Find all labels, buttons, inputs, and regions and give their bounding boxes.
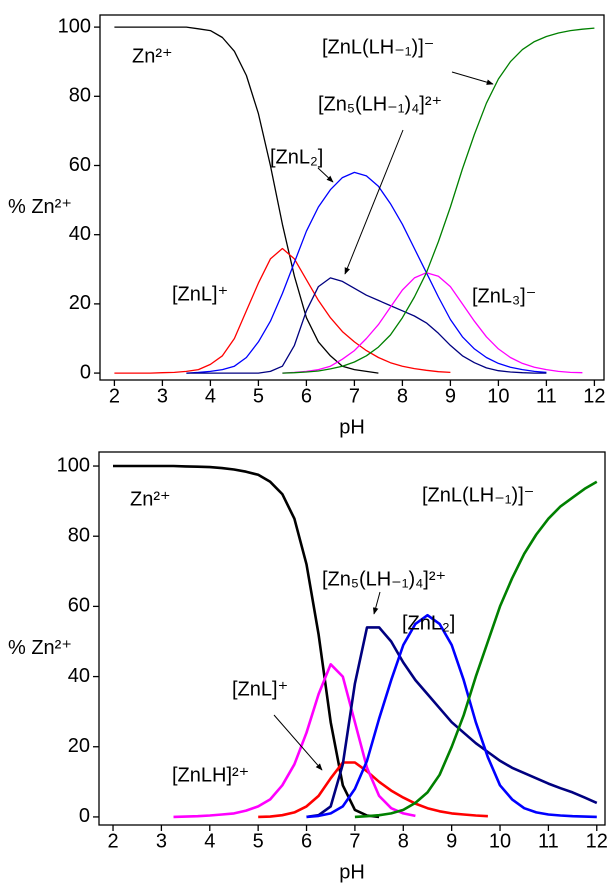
x-tick-label: 3	[157, 385, 168, 407]
y-tick-label: 60	[69, 154, 91, 176]
x-tick-label: 11	[538, 830, 559, 852]
arrow	[317, 167, 334, 183]
y-tick-label: 20	[68, 735, 90, 757]
series-line	[354, 480, 598, 819]
x-tick-label: 6	[301, 830, 312, 852]
y-tick-label: 20	[69, 292, 91, 314]
x-tick-label: 4	[204, 830, 215, 852]
y-tick-label: 60	[68, 595, 90, 617]
x-tick-label: 12	[583, 385, 605, 407]
curve-label: [ZnL(LH₋₁)]⁻	[322, 36, 434, 58]
plot-frame	[99, 14, 605, 381]
y-tick-label: 100	[58, 15, 91, 37]
x-tick-label: 2	[109, 385, 120, 407]
arrow	[451, 71, 494, 85]
arrow	[372, 591, 381, 615]
x-tick-label: 2	[107, 830, 118, 852]
y-tick-label: 80	[68, 524, 90, 546]
x-tick-label: 8	[397, 385, 408, 407]
curve-label: [ZnL₂]	[402, 612, 455, 634]
x-tick-label: 9	[445, 385, 456, 407]
arrow	[273, 714, 323, 771]
x-tick-label: 3	[156, 830, 167, 852]
series-line	[113, 464, 380, 819]
series-line	[114, 247, 451, 374]
curve-label: [Zn₅(LH₋₁)₄]²⁺	[318, 93, 442, 115]
curve-label: [Zn₅(LH₋₁)₄]²⁺	[322, 568, 446, 590]
series-line	[306, 613, 597, 819]
series-line	[282, 27, 595, 374]
y-axis-label: % Zn²⁺	[8, 637, 72, 659]
x-tick-label: 7	[349, 830, 360, 852]
curve-label: [ZnLH]²⁺	[172, 764, 249, 786]
x-tick-label: 5	[253, 385, 264, 407]
x-tick-label: 5	[253, 830, 264, 852]
y-tick-label: 40	[69, 223, 91, 245]
x-axis-label: pH	[339, 861, 365, 883]
x-tick-label: 12	[586, 830, 608, 852]
series-line	[306, 626, 598, 819]
series-line	[186, 277, 547, 374]
y-tick-label: 0	[80, 361, 91, 383]
x-tick-label: 9	[446, 830, 457, 852]
x-axis-label: pH	[339, 416, 365, 438]
y-tick-label: 100	[57, 454, 90, 476]
y-tick-label: 40	[68, 665, 90, 687]
x-tick-label: 8	[398, 830, 409, 852]
x-tick-label: 6	[301, 385, 312, 407]
curve-label: [ZnL₂]	[270, 146, 323, 168]
curve-label: [ZnL₃]⁻	[472, 285, 536, 307]
plot-frame	[98, 451, 606, 826]
x-tick-label: 10	[489, 830, 511, 852]
y-axis-label: % Zn²⁺	[8, 196, 72, 218]
curve-label: [ZnL(LH₋₁)]⁻	[422, 484, 534, 506]
curve-label: Zn²⁺	[130, 488, 171, 510]
series-line	[282, 272, 583, 374]
series-line	[114, 26, 379, 374]
y-tick-label: 80	[69, 85, 91, 107]
arrow	[344, 129, 404, 275]
series-line	[186, 171, 547, 374]
x-tick-label: 4	[205, 385, 216, 407]
x-tick-label: 11	[536, 385, 557, 407]
curve-label: [ZnL]⁺	[172, 283, 228, 305]
series-line	[173, 663, 416, 819]
x-tick-label: 10	[487, 385, 509, 407]
curve-label: Zn²⁺	[132, 45, 173, 67]
series-line	[258, 761, 488, 819]
y-tick-label: 0	[79, 805, 90, 827]
curve-label: [ZnL]⁺	[232, 678, 288, 700]
x-tick-label: 7	[349, 385, 360, 407]
